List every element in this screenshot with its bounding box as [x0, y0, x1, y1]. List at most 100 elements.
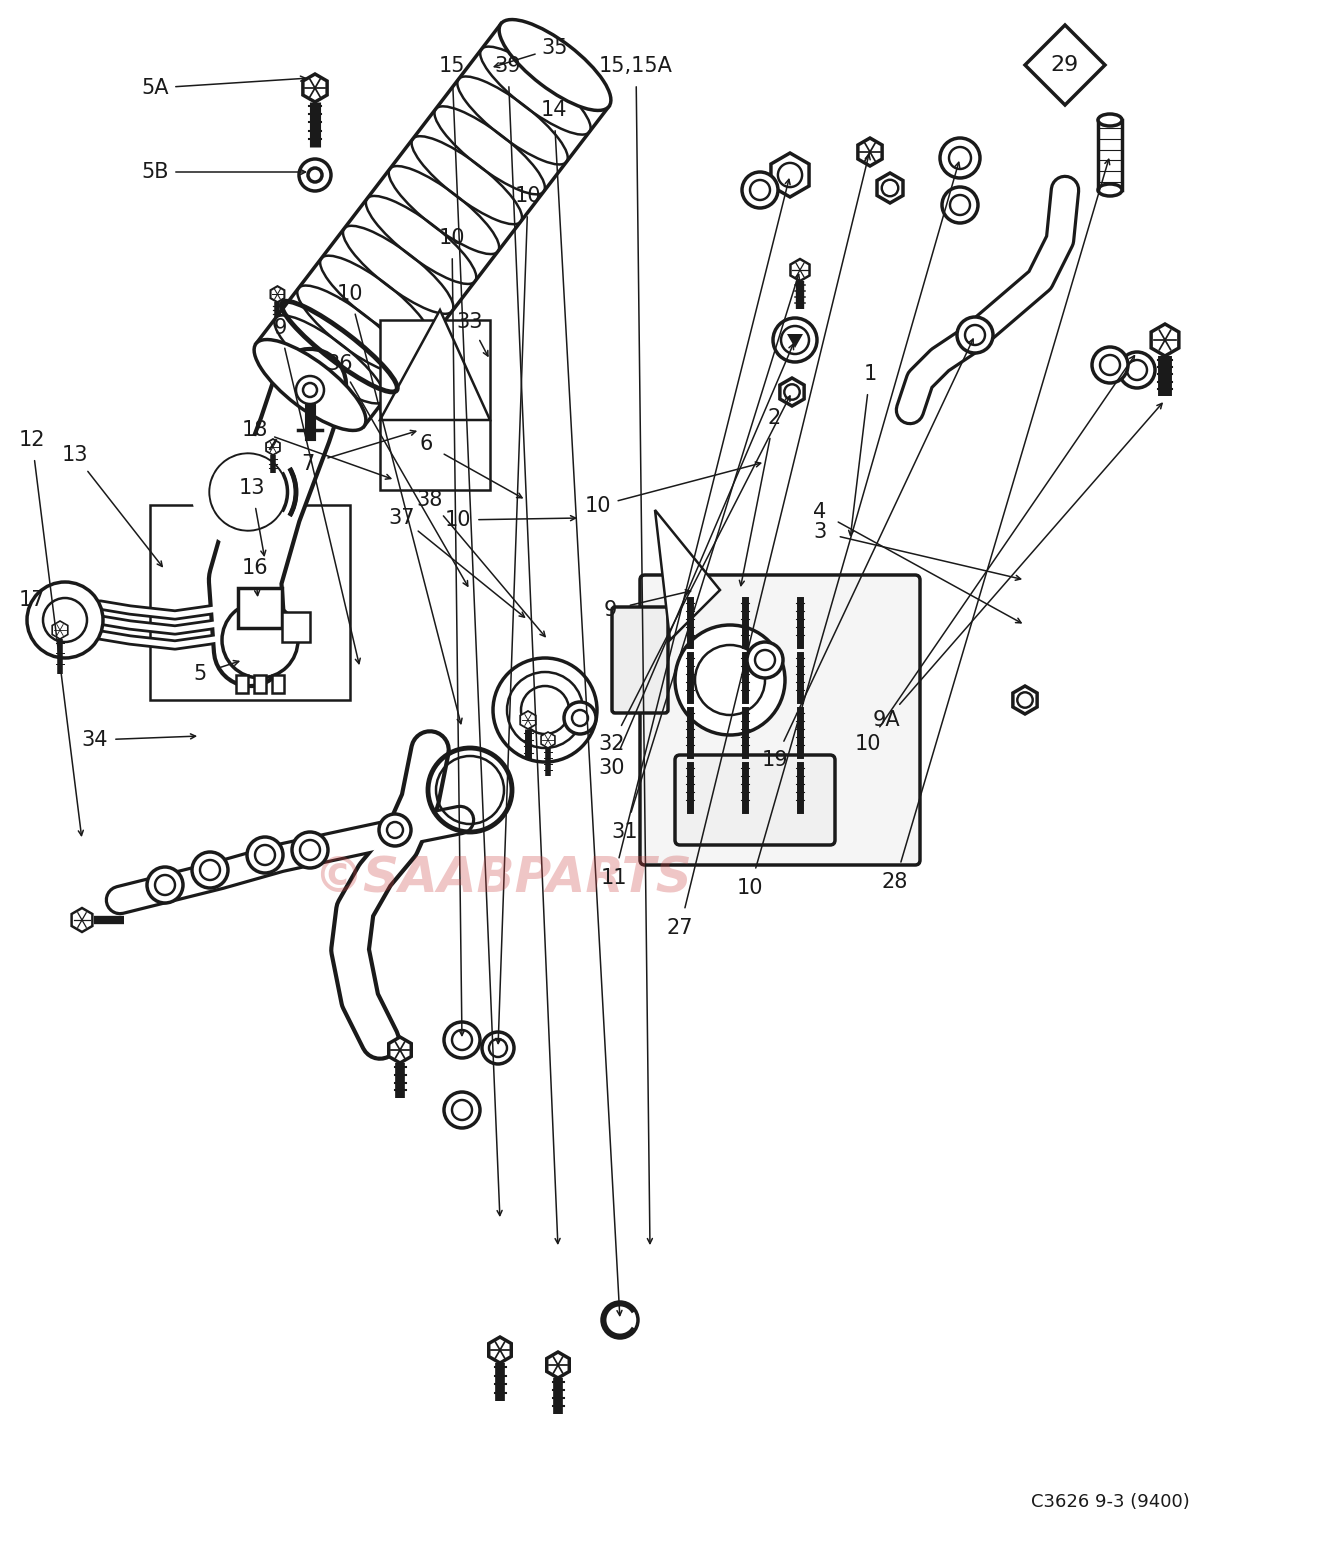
Text: 15,15A: 15,15A — [599, 56, 673, 76]
Bar — [149, 505, 350, 700]
Polygon shape — [791, 260, 809, 281]
Circle shape — [747, 642, 783, 678]
Circle shape — [676, 625, 785, 736]
Polygon shape — [858, 138, 882, 166]
Circle shape — [508, 672, 583, 748]
Text: 38: 38 — [416, 490, 443, 510]
Circle shape — [299, 159, 330, 191]
Circle shape — [255, 844, 275, 865]
Circle shape — [957, 317, 993, 353]
Text: 12: 12 — [19, 431, 45, 449]
Circle shape — [208, 453, 288, 532]
Text: ©SAABPARTS: ©SAABPARTS — [313, 855, 691, 902]
Text: 10: 10 — [855, 734, 882, 754]
Polygon shape — [266, 439, 280, 456]
Polygon shape — [771, 152, 809, 197]
Text: 10: 10 — [444, 510, 471, 530]
Circle shape — [951, 194, 970, 215]
Bar — [254, 675, 266, 694]
Circle shape — [493, 658, 598, 762]
Text: C3626 9-3 (9400): C3626 9-3 (9400) — [1031, 1493, 1190, 1511]
Polygon shape — [520, 711, 535, 729]
Circle shape — [1092, 347, 1128, 383]
Text: 17: 17 — [19, 589, 45, 610]
Circle shape — [292, 832, 328, 868]
Text: 10: 10 — [439, 229, 465, 247]
Polygon shape — [654, 510, 720, 641]
Text: 27: 27 — [666, 917, 693, 938]
Text: 33: 33 — [456, 313, 484, 333]
Circle shape — [483, 1033, 514, 1064]
FancyBboxPatch shape — [612, 606, 668, 714]
Circle shape — [1118, 351, 1155, 389]
FancyBboxPatch shape — [676, 756, 836, 844]
Polygon shape — [52, 620, 67, 639]
Text: 14: 14 — [541, 100, 567, 120]
Bar — [272, 675, 284, 694]
Bar — [282, 613, 309, 642]
Text: 11: 11 — [600, 868, 627, 888]
Circle shape — [572, 711, 588, 726]
Text: 4: 4 — [813, 502, 826, 522]
Circle shape — [1126, 361, 1147, 379]
Circle shape — [949, 148, 970, 169]
Bar — [1099, 120, 1122, 190]
Polygon shape — [547, 1351, 570, 1378]
Circle shape — [695, 645, 765, 715]
Text: 16: 16 — [242, 558, 268, 578]
Text: 18: 18 — [242, 420, 268, 440]
Circle shape — [965, 325, 985, 345]
Text: 2: 2 — [767, 407, 780, 428]
Bar — [238, 588, 282, 628]
Circle shape — [940, 138, 980, 177]
Polygon shape — [541, 732, 555, 748]
Text: 31: 31 — [612, 823, 639, 841]
Circle shape — [773, 319, 817, 362]
Text: 10: 10 — [736, 879, 763, 897]
Text: 13: 13 — [239, 477, 266, 498]
Polygon shape — [1025, 25, 1105, 106]
Circle shape — [444, 1022, 480, 1057]
Circle shape — [200, 445, 296, 540]
Text: 34: 34 — [82, 729, 108, 750]
Text: 9A: 9A — [873, 711, 900, 729]
Text: 39: 39 — [494, 56, 521, 76]
Text: 35: 35 — [542, 37, 568, 58]
Circle shape — [943, 187, 978, 222]
Text: 10: 10 — [514, 187, 541, 205]
Text: 3: 3 — [813, 522, 826, 543]
Circle shape — [147, 868, 182, 903]
Circle shape — [200, 860, 219, 880]
Circle shape — [26, 582, 103, 658]
Polygon shape — [780, 378, 804, 406]
Ellipse shape — [1099, 114, 1122, 126]
Circle shape — [452, 1099, 472, 1120]
Ellipse shape — [1099, 183, 1122, 196]
Polygon shape — [876, 173, 903, 204]
Text: 19: 19 — [761, 750, 788, 770]
Ellipse shape — [254, 339, 366, 431]
Circle shape — [247, 837, 283, 872]
Circle shape — [1100, 355, 1120, 375]
Text: 5B: 5B — [141, 162, 169, 182]
Text: 7: 7 — [301, 454, 315, 474]
Circle shape — [564, 701, 596, 734]
Circle shape — [155, 875, 175, 896]
Polygon shape — [1013, 686, 1038, 714]
Text: 15: 15 — [439, 56, 465, 76]
Text: 29: 29 — [1051, 54, 1079, 75]
Circle shape — [296, 376, 324, 404]
Polygon shape — [379, 309, 490, 420]
Circle shape — [300, 840, 320, 860]
Polygon shape — [787, 334, 802, 348]
Text: 28: 28 — [882, 872, 908, 893]
Polygon shape — [71, 908, 93, 931]
Polygon shape — [489, 1337, 512, 1364]
Circle shape — [303, 383, 317, 397]
Circle shape — [192, 852, 227, 888]
Circle shape — [308, 168, 323, 182]
Text: 37: 37 — [389, 508, 415, 529]
Ellipse shape — [500, 20, 611, 110]
Circle shape — [755, 650, 775, 670]
FancyBboxPatch shape — [640, 575, 920, 865]
